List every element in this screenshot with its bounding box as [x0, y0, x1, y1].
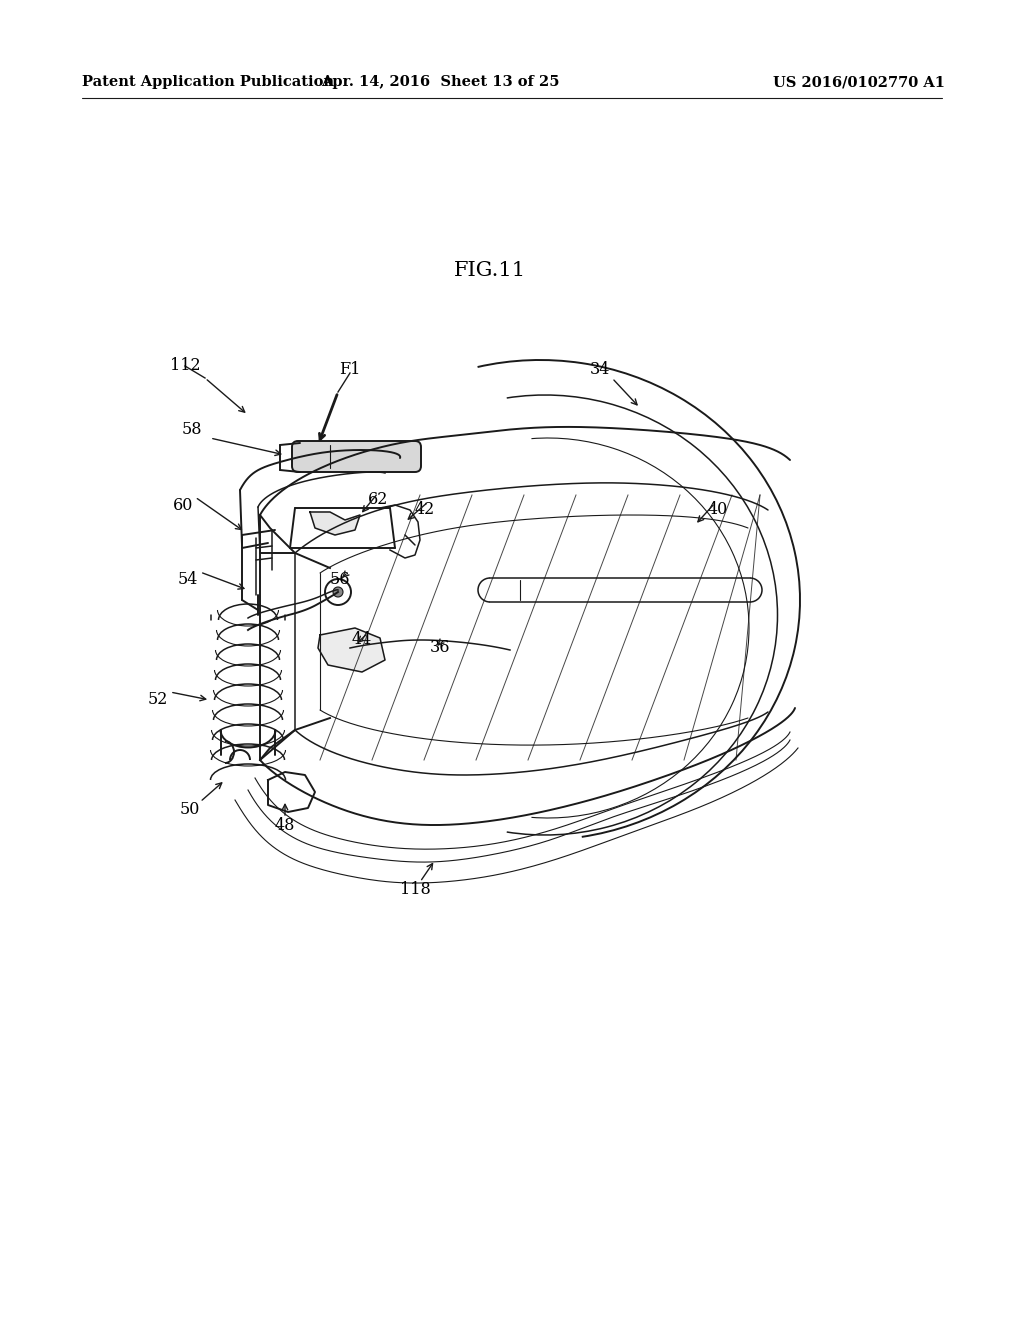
Text: F1: F1 [339, 362, 360, 379]
Text: 54: 54 [178, 572, 199, 589]
Text: 58: 58 [181, 421, 203, 438]
Circle shape [333, 587, 343, 597]
Text: 56: 56 [330, 572, 350, 589]
Text: 50: 50 [180, 801, 200, 818]
Text: Patent Application Publication: Patent Application Publication [82, 75, 334, 88]
Polygon shape [310, 512, 360, 535]
Text: 112: 112 [170, 356, 201, 374]
FancyBboxPatch shape [292, 441, 421, 473]
Text: FIG.11: FIG.11 [454, 260, 526, 280]
Text: 60: 60 [173, 496, 194, 513]
Text: 118: 118 [399, 882, 430, 899]
Text: 34: 34 [590, 362, 610, 379]
Text: 48: 48 [274, 817, 295, 833]
Text: 44: 44 [352, 631, 372, 648]
Text: 42: 42 [415, 502, 435, 519]
Text: 52: 52 [147, 692, 168, 709]
Text: Apr. 14, 2016  Sheet 13 of 25: Apr. 14, 2016 Sheet 13 of 25 [321, 75, 559, 88]
Text: 40: 40 [708, 502, 728, 519]
Text: 62: 62 [368, 491, 388, 508]
Polygon shape [318, 628, 385, 672]
Text: US 2016/0102770 A1: US 2016/0102770 A1 [773, 75, 945, 88]
Text: 36: 36 [430, 639, 451, 656]
